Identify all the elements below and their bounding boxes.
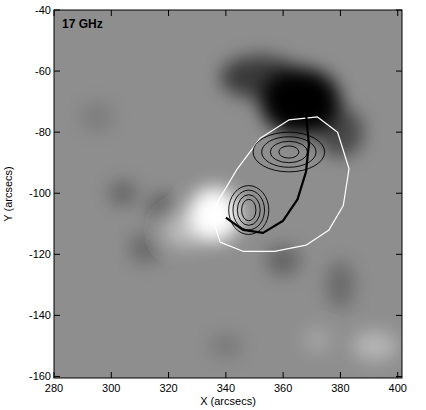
magnetogram-patch: [108, 181, 137, 205]
y-tick: [54, 10, 60, 11]
magnetogram-patch: [303, 328, 332, 352]
contour: [237, 195, 260, 226]
y-tick-label: -140: [29, 309, 51, 321]
x-tick: [340, 372, 341, 378]
y-tick: [396, 193, 402, 194]
y-tick: [396, 132, 402, 133]
y-tick-label: -100: [29, 187, 51, 199]
contour: [270, 141, 307, 162]
magnetogram: [80, 56, 398, 361]
frame: [54, 10, 402, 378]
y-tick: [54, 376, 60, 377]
y-tick: [54, 193, 60, 194]
x-tick: [283, 10, 284, 16]
y-tick: [396, 71, 402, 72]
magnetogram-patch: [149, 193, 178, 224]
contour: [253, 132, 325, 172]
magnetogram-patch: [209, 334, 243, 358]
y-tick: [396, 254, 402, 255]
x-tick: [111, 372, 112, 378]
x-tick: [168, 10, 169, 16]
x-tick: [54, 372, 55, 378]
title: 17 GHz: [62, 17, 103, 31]
x-tick-label: 320: [159, 382, 177, 394]
x-tick-label: 340: [217, 382, 235, 394]
background: [54, 10, 402, 378]
contour: [229, 186, 269, 235]
magnetogram-patch: [352, 331, 398, 362]
y-tick: [54, 254, 60, 255]
x-tick: [397, 372, 398, 378]
x-tick: [168, 372, 169, 378]
x-tick: [225, 372, 226, 378]
magnetogram-patch: [128, 233, 162, 264]
outline-contour: [214, 117, 349, 251]
loop-arc: [226, 114, 309, 233]
x-tick: [397, 10, 398, 16]
x-tick: [340, 10, 341, 16]
contour: [233, 190, 265, 230]
x-tick: [111, 10, 112, 16]
y-tick-label: -60: [35, 65, 51, 77]
figure: 280 300 320 340 360 380 400 -160 -140 -120 -100 -80…: [0, 0, 426, 410]
y-tick-label: -160: [29, 370, 51, 382]
y-tick: [396, 10, 402, 11]
magnetogram-patch: [80, 102, 114, 133]
y-tick: [396, 315, 402, 316]
magnetogram-patch: [326, 260, 355, 309]
y-axis-title: Y (arcsecs): [2, 166, 14, 221]
y-tick-label: -120: [29, 248, 51, 260]
y-tick: [396, 376, 402, 377]
contour: [242, 199, 256, 220]
x-tick: [283, 372, 284, 378]
contour: [279, 146, 299, 158]
y-tick-label: -40: [35, 4, 51, 16]
y-tick: [54, 71, 60, 72]
magnetogram-patch: [220, 56, 300, 99]
x-tick-label: 280: [45, 382, 63, 394]
x-tick: [54, 10, 55, 16]
plot-area: [54, 10, 402, 378]
x-tick-label: 300: [102, 382, 120, 394]
x-axis-title: X (arcsecs): [200, 395, 256, 407]
y-tick-label: -80: [35, 126, 51, 138]
y-tick: [54, 315, 60, 316]
x-tick-label: 380: [331, 382, 349, 394]
y-tick: [54, 132, 60, 133]
x-tick-label: 400: [389, 382, 407, 394]
x-tick-label: 360: [274, 382, 292, 394]
x-tick: [225, 10, 226, 16]
